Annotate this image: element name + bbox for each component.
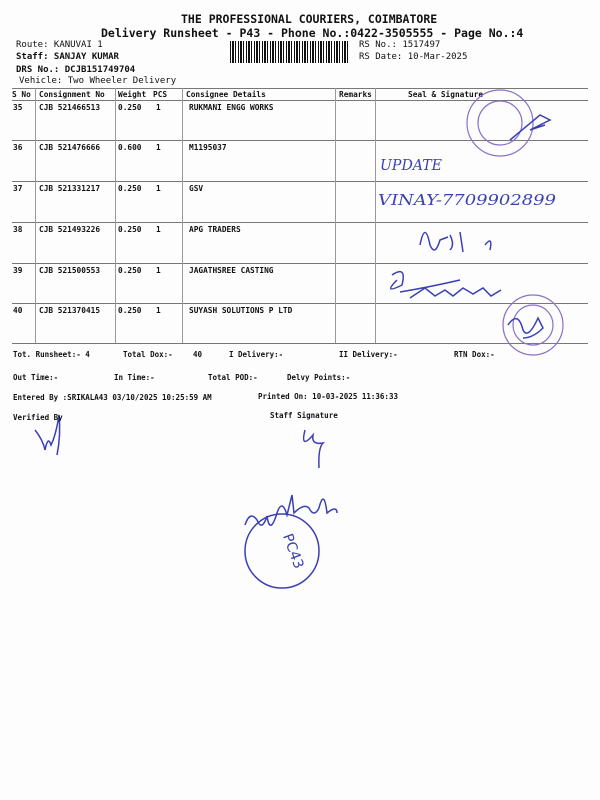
row-39-weight: 0.250: [118, 266, 142, 275]
row-39-pcs: 1: [156, 266, 161, 275]
rtn-dox: RTN Dox:-: [454, 350, 495, 359]
route: Route: KANUVAI 1: [16, 40, 103, 50]
printed-on: Printed On: 10-03-2025 11:36:33: [258, 392, 398, 401]
total-dox-label: Total Dox:-: [123, 350, 173, 359]
row-40-sno: 40: [13, 306, 23, 315]
row36-handwritten-remark: UPDATE: [380, 156, 442, 174]
ii-delivery: II Delivery:-: [339, 350, 398, 359]
row-35-pcs: 1: [156, 103, 161, 112]
col-sno: S No: [12, 90, 31, 99]
total-dox-value: 40: [193, 350, 203, 359]
rs-date: RS Date: 10-Mar-2025: [359, 52, 468, 62]
row-35-weight: 0.250: [118, 103, 142, 112]
row-36-cons: CJB 521476666: [39, 143, 101, 152]
row-37-cons: CJB 521331217: [39, 184, 101, 193]
i-delivery: I Delivery:-: [229, 350, 284, 359]
row-38-weight: 0.250: [118, 225, 142, 234]
staff-signature: Staff Signature: [270, 411, 338, 420]
barcode: [230, 41, 348, 63]
row-36-consignee: M1195037: [189, 143, 227, 152]
col-seal-signature: Seal & Signature: [408, 90, 484, 99]
row-40-cons: CJB 521370415: [39, 306, 101, 315]
staff: Staff: SANJAY KUMAR: [16, 52, 119, 62]
company-title: THE PROFESSIONAL COURIERS, COIMBATORE: [181, 12, 438, 26]
total-pod: Total POD:-: [208, 373, 258, 382]
row-39-cons: CJB 521500553: [39, 266, 101, 275]
row-38-consignee: APG TRADERS: [189, 225, 241, 234]
col-pcs: PCS: [153, 90, 168, 99]
row-38-pcs: 1: [156, 225, 161, 234]
row-37-sno: 37: [13, 184, 23, 193]
row-38-sno: 38: [13, 225, 23, 234]
runsheet-subtitle: Delivery Runsheet - P43 - Phone No.:0422…: [101, 26, 524, 40]
col-weight: Weight: [118, 90, 147, 99]
row-40-weight: 0.250: [118, 306, 142, 315]
row37-handwritten-remark: VINAY-7709902899: [378, 191, 557, 209]
in-time: In Time:-: [114, 373, 155, 382]
row-35-consignee: RUKMANI ENGG WORKS: [189, 103, 274, 112]
col-remarks: Remarks: [339, 90, 372, 99]
row-40-consignee: SUYASH SOLUTIONS P LTD: [189, 306, 293, 315]
vehicle: Vehicle: Two Wheeler Delivery: [19, 76, 177, 86]
entered-by: Entered By :SRIKALA43 03/10/2025 10:25:5…: [13, 393, 212, 402]
delivery-table: S No Consignment No Weight PCS Consignee…: [12, 88, 588, 344]
drs-no: DRS No.: DCJB151749704: [16, 65, 136, 75]
row-39-consignee: JAGATHSREE CASTING: [189, 266, 274, 275]
row-35-cons: CJB 521466513: [39, 103, 101, 112]
row-37-pcs: 1: [156, 184, 161, 193]
row-38-cons: CJB 521493226: [39, 225, 101, 234]
rs-no: RS No.: 1517497: [359, 40, 441, 50]
row-37-consignee: GSV: [189, 184, 204, 193]
row-36-pcs: 1: [156, 143, 161, 152]
row-36-sno: 36: [13, 143, 23, 152]
row-36-weight: 0.600: [118, 143, 142, 152]
row-37-weight: 0.250: [118, 184, 142, 193]
verified-by: Verified By: [13, 413, 63, 422]
seal-stamp-icon: [466, 89, 564, 356]
tot-runsheet: Tot. Runsheet:- 4: [13, 350, 90, 359]
row-40-pcs: 1: [156, 306, 161, 315]
col-consignment: Consignment No: [39, 90, 105, 99]
pc43-stamp-text: PC43: [279, 532, 306, 571]
out-time: Out Time:-: [13, 373, 59, 382]
col-consignee: Consignee Details: [186, 90, 266, 99]
delvy-points: Delvy Points:-: [287, 373, 351, 382]
row-35-sno: 35: [13, 103, 23, 112]
row-39-sno: 39: [13, 266, 23, 275]
